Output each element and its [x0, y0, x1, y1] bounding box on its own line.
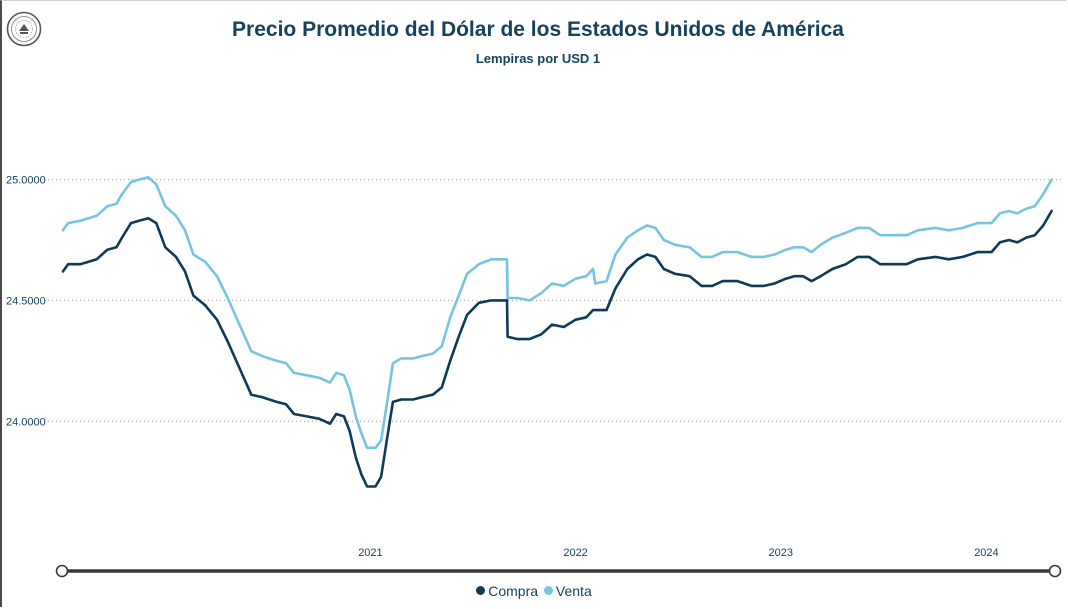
- chart-subtitle: Lempiras por USD 1: [475, 51, 601, 66]
- series-line-venta: [61, 175, 1053, 450]
- legend-marker-compra: [476, 586, 486, 595]
- x-tick-label: 2022: [563, 547, 587, 559]
- chart-title: Precio Promedio del Dólar de los Estados…: [232, 18, 844, 41]
- chart-legend: Compra Venta: [0, 582, 1068, 599]
- legend-marker-venta: [543, 586, 553, 595]
- institution-seal-logo: [6, 11, 42, 47]
- x-tick-label: 2021: [358, 547, 382, 559]
- range-slider-end-handle[interactable]: [1048, 564, 1062, 578]
- legend-item-compra[interactable]: Compra: [476, 583, 538, 599]
- x-tick-label: 2023: [768, 547, 792, 559]
- x-tick-label: 2024: [974, 547, 998, 559]
- legend-label-venta: Venta: [555, 582, 592, 599]
- series-line-compra: [61, 209, 1053, 488]
- legend-label-compra: Compra: [488, 582, 539, 599]
- range-slider-start-handle[interactable]: [55, 564, 69, 578]
- y-tick-label: 24.0000: [6, 416, 46, 428]
- y-tick-label: 24.5000: [6, 295, 46, 307]
- legend-item-venta[interactable]: Venta: [543, 582, 592, 599]
- y-tick-label: 25.0000: [6, 175, 46, 187]
